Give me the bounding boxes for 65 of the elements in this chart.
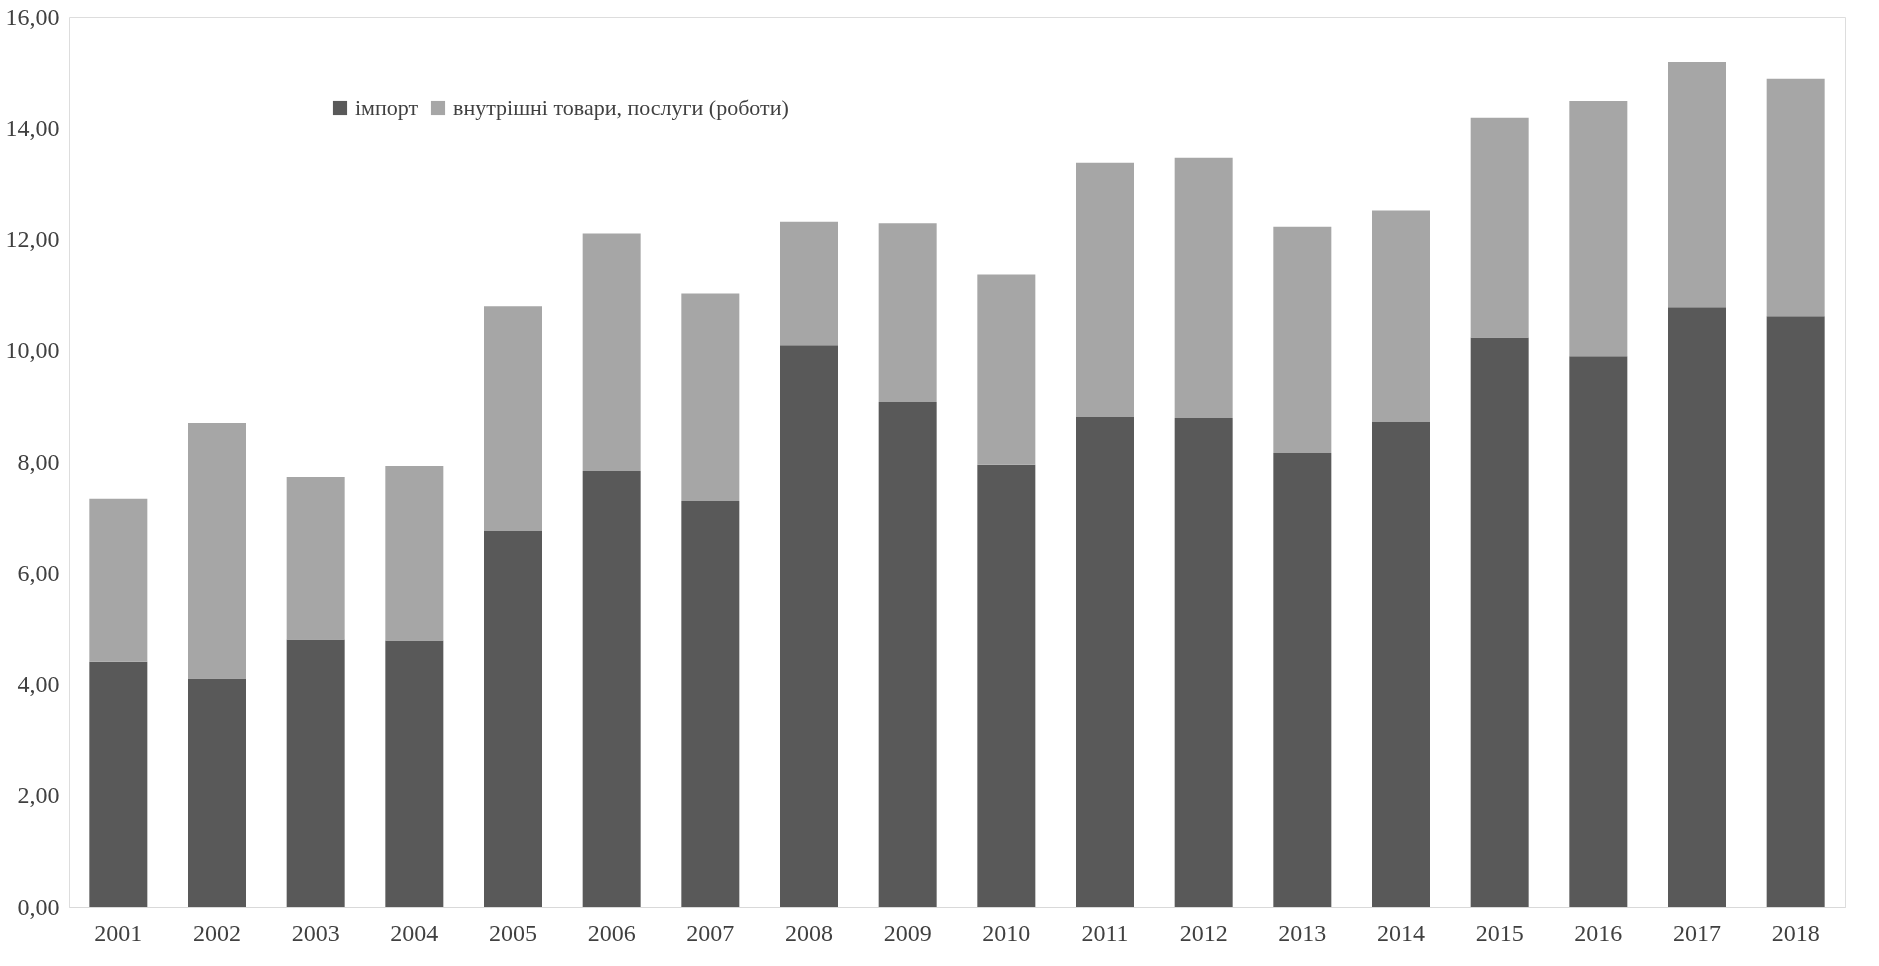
x-tick-label: 2007 (686, 919, 735, 946)
y-tick-label: 2,00 (17, 782, 60, 809)
bar (89, 498, 148, 662)
bar (1668, 307, 1726, 907)
bar (878, 223, 937, 402)
bar (582, 470, 641, 907)
bar (1174, 418, 1233, 907)
x-tick-label: 2014 (1377, 919, 1425, 946)
x-tick-label: 2016 (1574, 919, 1623, 946)
x-tick-label: 2003 (291, 919, 340, 946)
bar (681, 293, 740, 501)
bar (1470, 337, 1529, 907)
x-tick-label: 2017 (1673, 919, 1721, 946)
bar (1766, 316, 1825, 907)
bar (286, 477, 345, 640)
x-tick-label: 2013 (1278, 919, 1327, 946)
bar (188, 423, 246, 679)
bar (977, 464, 1036, 907)
bar (780, 221, 838, 346)
x-tick-label: 2004 (390, 919, 439, 946)
x-tick-label: 2001 (94, 919, 143, 946)
bar (878, 401, 937, 907)
x-tick-label: 2009 (883, 919, 932, 946)
y-tick-label: 12,00 (5, 226, 60, 252)
y-tick-label: 10,00 (5, 337, 60, 364)
x-tick-label: 2008 (785, 919, 833, 946)
x-tick-label: 2015 (1475, 919, 1524, 946)
x-tick-label: 2006 (587, 919, 636, 946)
y-tick-label: 6,00 (17, 559, 60, 586)
bar (1372, 210, 1430, 422)
bar (385, 465, 444, 641)
x-tick-label: 2018 (1771, 919, 1820, 946)
bar (1372, 421, 1430, 907)
y-tick-label: 4,00 (17, 671, 60, 697)
y-tick-label: 14,00 (5, 114, 60, 141)
bar (484, 306, 542, 531)
bar (89, 661, 148, 907)
x-tick-label: 2010 (982, 919, 1031, 946)
bar (484, 530, 542, 907)
bar (780, 345, 838, 907)
bar (1668, 62, 1726, 308)
bar (977, 274, 1036, 465)
x-tick-label: 2002 (193, 919, 241, 946)
y-tick-label: 16,00 (5, 3, 60, 30)
bar (1766, 78, 1825, 317)
bar (1569, 100, 1628, 357)
bar (681, 500, 740, 907)
legend-label: внутрішні товари, послуги (роботи) (453, 95, 789, 120)
bar (1569, 356, 1628, 907)
x-tick-label: 2005 (489, 919, 537, 946)
x-tick-label: 2011 (1081, 919, 1129, 946)
bar (385, 640, 444, 907)
bar (1273, 226, 1332, 454)
bar (1174, 157, 1233, 419)
bar (1076, 416, 1134, 907)
bar (1076, 162, 1134, 417)
y-tick-label: 8,00 (17, 448, 60, 475)
legend-label: імпорт (355, 95, 419, 120)
x-tick-label: 2012 (1179, 919, 1228, 946)
bar (188, 678, 246, 907)
bar (582, 233, 641, 471)
bar (1273, 453, 1332, 907)
bar (1470, 117, 1529, 338)
bar (286, 639, 345, 907)
y-tick-label: 0,00 (17, 893, 60, 920)
